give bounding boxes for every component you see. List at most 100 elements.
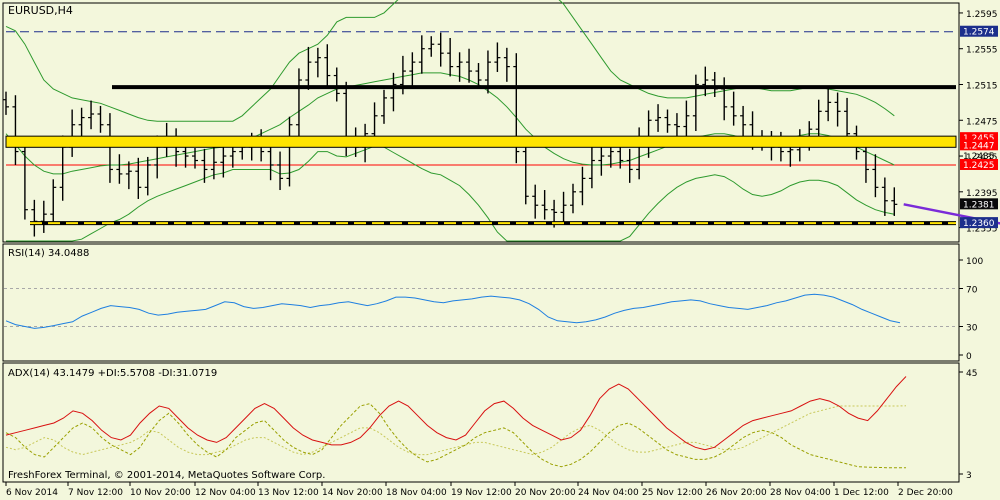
adx-tick-label: 3 [966,471,972,481]
price-bar [267,141,274,181]
price-bar [588,145,595,189]
price-bar [277,151,284,191]
price-bar [522,143,529,205]
price-label-text: 1.2360 [963,219,995,229]
price-bar [532,184,539,219]
price-label: 1.2455 [960,132,998,144]
price-bar [201,148,208,183]
time-tick-label: 10 Nov 20:00 [130,488,191,498]
price-bar [730,91,737,126]
adx-line [5,376,907,451]
rsi-pane-title: RSI(14) 34.0488 [8,248,89,259]
price-tick-label: 1.2595 [966,10,998,20]
price-tick-label: 1.2475 [966,117,998,127]
price-bar [815,99,822,143]
price-bar [655,104,662,132]
price-bar [626,148,633,183]
time-tick-label: 7 Nov 12:00 [68,488,123,498]
price-bar [428,36,435,57]
time-tick-label: 6 Nov 2014 [6,488,58,498]
time-tick-label: 12 Nov 04:00 [195,488,256,498]
price-bar [333,67,340,102]
time-tick-label: 24 Nov 04:00 [578,488,639,498]
time-tick-label: 13 Nov 12:00 [258,488,319,498]
price-label: 1.2360 [960,217,998,229]
yellow-resistance-zone [5,135,957,148]
adx-pane-title: ADX(14) 43.1479 +DI:5.5708 -DI:31.0719 [8,368,217,379]
adx-tick-label: 45 [966,369,977,379]
price-pane-frame [2,2,960,243]
price-bar [12,95,19,165]
price-bar [21,136,28,220]
rsi-tick-label: 70 [966,286,978,296]
price-bar [740,105,747,140]
price-bar [286,116,293,187]
price-pane-title: EURUSD,H4 [8,4,73,17]
price-label-text: 1.2455 [963,134,995,144]
price-label: 1.2435 [963,152,995,162]
price-label-text: 1.2447 [963,141,995,151]
price-bar [50,179,57,223]
price-label: 1.2425 [960,158,998,171]
forecast-path [903,203,1000,225]
price-label-box [960,198,998,210]
price-bar [664,109,671,133]
price-bar [702,66,709,97]
price-bar [116,154,123,184]
price-label-box [960,217,998,229]
price-tick-label: 1.2355 [966,225,998,235]
time-tick-label: 18 Nov 04:00 [386,488,447,498]
rsi-plot [4,288,958,329]
price-bar [144,156,151,196]
price-bar [135,157,142,199]
time-tick-label: 28 Nov 04:00 [770,488,831,498]
price-bar [494,42,501,72]
price-bar [314,47,321,78]
rsi-tick-label: 100 [966,257,983,267]
price-tick-label: 1.2435 [966,153,998,163]
price-bar [324,44,331,88]
price-bar [579,166,586,206]
rsi-tick-label: 0 [966,352,972,362]
price-bar [673,113,680,140]
rsi-tick-label: 30 [966,324,978,334]
price-bar [456,52,463,82]
price-bar [570,183,576,214]
price-bar [305,46,312,90]
price-label-text: 1.2425 [963,161,995,171]
price-bar [437,32,444,67]
price-bar [106,113,113,183]
price-bar [418,35,425,74]
price-label: 1.2447 [960,139,998,151]
price-label-box [960,139,998,151]
price-bar [560,191,567,225]
price-bar [834,92,841,127]
price-bar [210,147,217,180]
price-label-text: 1.2381 [963,200,995,210]
price-bar [97,105,104,133]
price-bar [692,74,699,131]
price-label-box [960,132,998,144]
price-label-box [960,25,998,37]
price-label-text: 1.2574 [963,28,995,38]
rsi-pane-frame [2,243,960,362]
price-bar [88,100,95,130]
price-bar [503,47,510,82]
axis-labels: 1.25951.25551.25151.24751.24351.23951.23… [5,10,998,498]
price-bar [409,52,416,87]
price-bar [598,146,605,176]
price-plot [3,0,1000,242]
price-label: 1.2381 [960,198,998,210]
price-bar [683,100,690,137]
price-bar [78,107,85,140]
adx-plot [5,376,907,469]
price-bar [381,89,387,124]
price-bar [825,87,832,122]
time-tick-label: 25 Nov 12:00 [642,488,703,498]
price-tick-label: 1.2395 [966,189,998,199]
price-bar [447,37,454,77]
price-label-box [960,158,998,170]
price-bar [192,147,198,169]
